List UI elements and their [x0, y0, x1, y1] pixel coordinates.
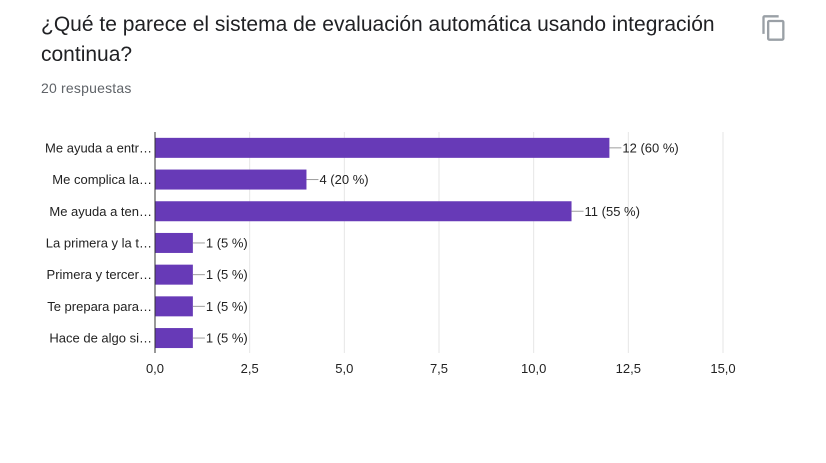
bar — [155, 232, 193, 253]
question-title: ¿Qué te parece el sistema de evaluación … — [41, 13, 715, 66]
category-label: Me ayuda a entr… — [45, 140, 152, 155]
bar — [155, 296, 193, 317]
category-label: Primera y tercer… — [47, 267, 152, 282]
category-label: Te prepara para… — [47, 299, 152, 314]
bars — [155, 137, 610, 349]
data-label: 11 (55 %) — [585, 204, 640, 219]
data-label: 4 (20 %) — [319, 172, 368, 187]
bar — [155, 169, 307, 190]
bar — [155, 328, 193, 349]
copy-icon — [762, 15, 785, 41]
data-label: 12 (60 %) — [622, 140, 678, 155]
x-tick-label: 10,0 — [521, 361, 546, 376]
bar — [155, 201, 572, 222]
data-label: 1 (5 %) — [206, 331, 248, 346]
response-count: 20 respuestas — [41, 80, 132, 96]
category-label: La primera y la t… — [46, 235, 152, 250]
category-label: Me complica la… — [52, 172, 152, 187]
x-tick-label: 7,5 — [430, 361, 448, 376]
bar — [155, 137, 610, 158]
data-label: 1 (5 %) — [206, 235, 248, 250]
x-tick-label: 2,5 — [241, 361, 259, 376]
axes: 0,0 2,5 5,0 7,5 10,0 12,5 15,0 Me ayuda a entr…… — [45, 132, 736, 376]
x-tick-label: 12,5 — [616, 361, 641, 376]
x-tick-label: 15,0 — [710, 361, 735, 376]
copy-chart-button[interactable] — [760, 14, 788, 42]
category-label: Hace de algo si… — [49, 331, 152, 346]
x-tick-label: 0,0 — [146, 361, 164, 376]
category-label: Me ayuda a ten… — [49, 204, 152, 219]
bar — [155, 264, 193, 285]
data-label: 1 (5 %) — [206, 299, 248, 314]
grid-lines — [249, 132, 724, 353]
data-label: 1 (5 %) — [206, 267, 248, 282]
x-tick-label: 5,0 — [335, 361, 353, 376]
